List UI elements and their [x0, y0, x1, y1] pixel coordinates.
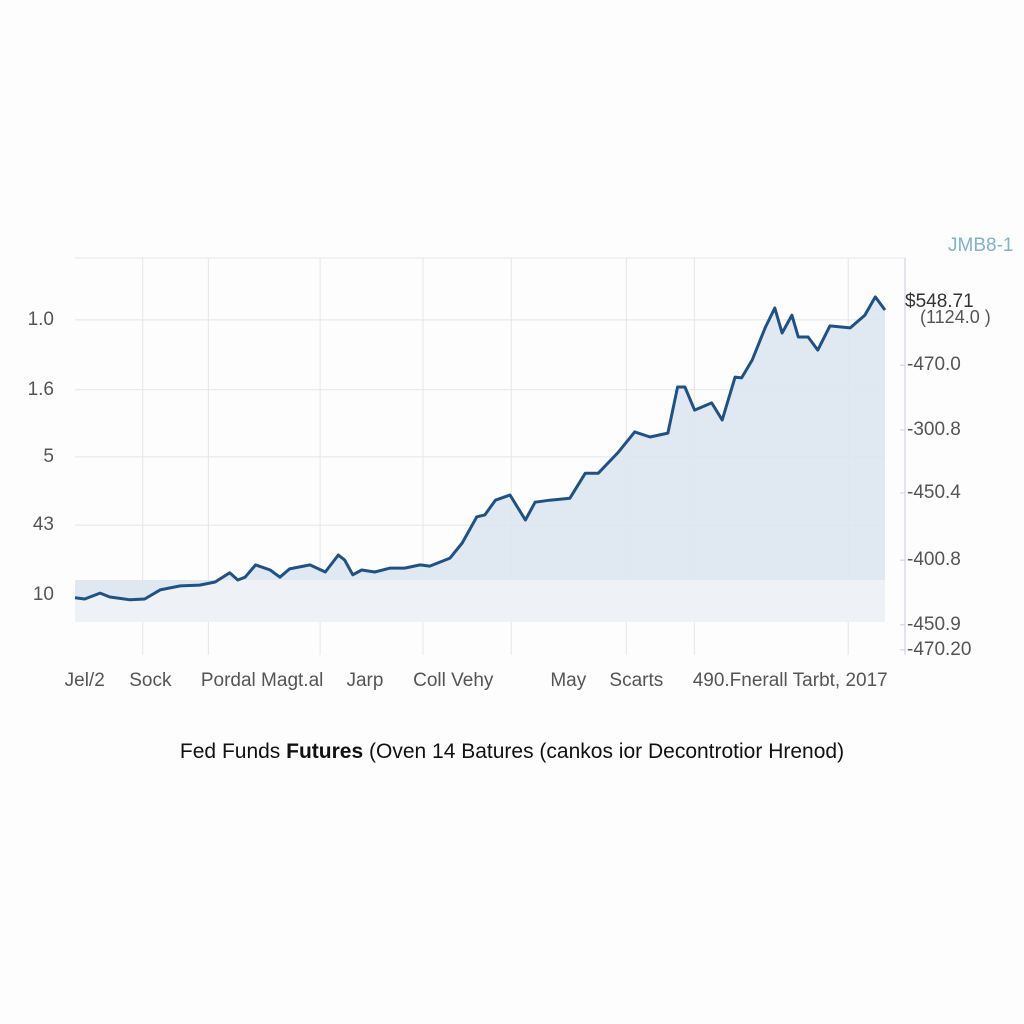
x-tick-label: Pordal Magt.al: [201, 670, 324, 691]
title-bold: Futures: [286, 740, 363, 763]
x-tick-label: Jel/2: [65, 670, 105, 691]
y2-tick-label: -300.8: [907, 419, 961, 440]
y2-tick-label: -450.9: [907, 614, 961, 635]
annotation: JMB8-1: [948, 235, 1013, 256]
line: [74, 295, 887, 602]
area: [75, 296, 885, 600]
subtitle: (Oven 14 Batures (cankos ior Decontrotio…: [369, 740, 844, 763]
y-tick-label: 10: [33, 584, 54, 605]
y-tick-label: 1.0: [28, 309, 54, 330]
y2-tick-label: -400.8: [907, 549, 961, 570]
x-tick-label: Coll Vehy: [413, 670, 494, 691]
x-tick-label: Sock: [129, 670, 172, 691]
x-tick-label: Scarts: [609, 670, 663, 691]
y2-tick-label: -470.20: [907, 639, 971, 660]
y-tick-label: 5: [43, 446, 54, 467]
y2-tick-label: -470.0: [907, 354, 961, 375]
annotation: $548.71: [905, 291, 974, 312]
x-tick-label: Jarp: [346, 670, 383, 691]
title: Fed Funds: [180, 740, 280, 763]
band: [75, 580, 885, 622]
chart-title: Fed Funds Futures (Oven 14 Batures (cank…: [180, 740, 844, 763]
y2-tick-label: -450.4: [907, 482, 961, 503]
y-tick-label: 1.6: [28, 379, 54, 400]
y-tick-label: 43: [33, 514, 54, 535]
annotation: (1124.0 ): [920, 307, 991, 327]
x-tick-label: May: [550, 670, 586, 691]
x-tick-label: 490.Fnerall Tarbt, 2017: [693, 670, 888, 691]
